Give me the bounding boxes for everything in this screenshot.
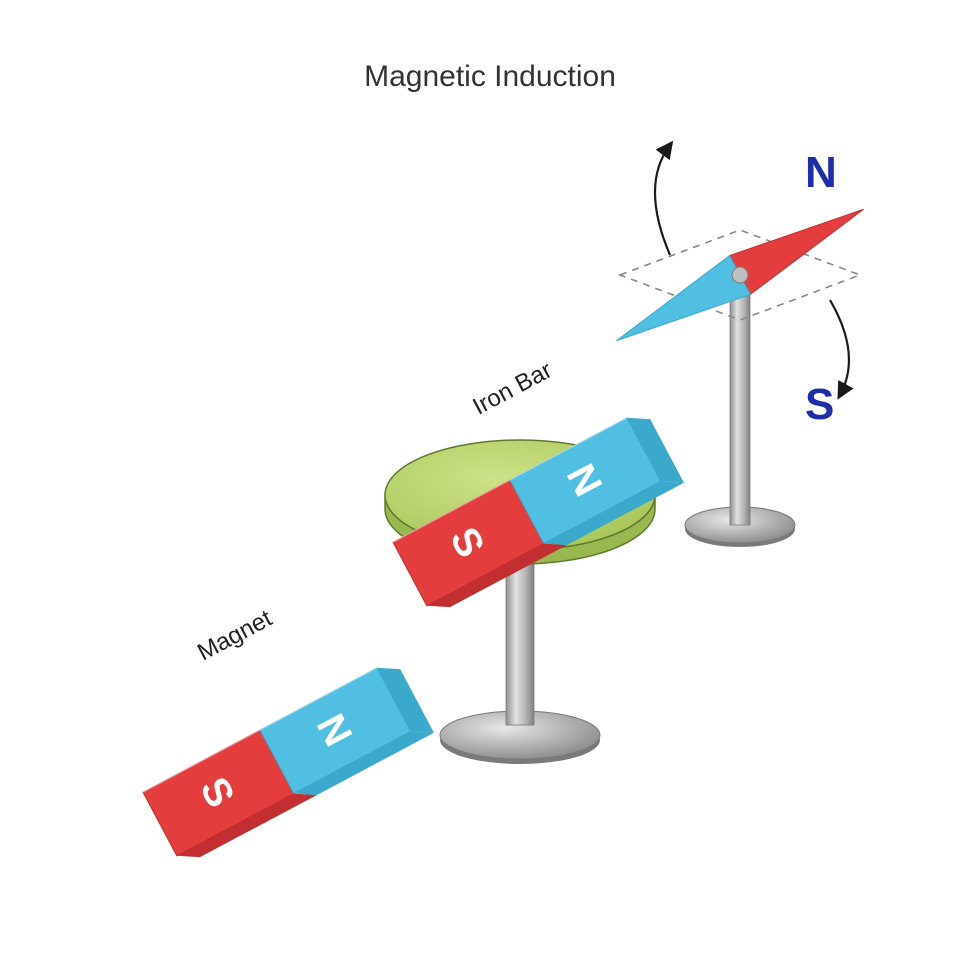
diagram-svg: SNSN (0, 0, 980, 980)
diagram-title: Magnetic Induction (364, 60, 616, 94)
magnet: SN (143, 658, 434, 866)
compass-north-label: N (805, 148, 837, 198)
compass-south-label: S (805, 380, 834, 430)
